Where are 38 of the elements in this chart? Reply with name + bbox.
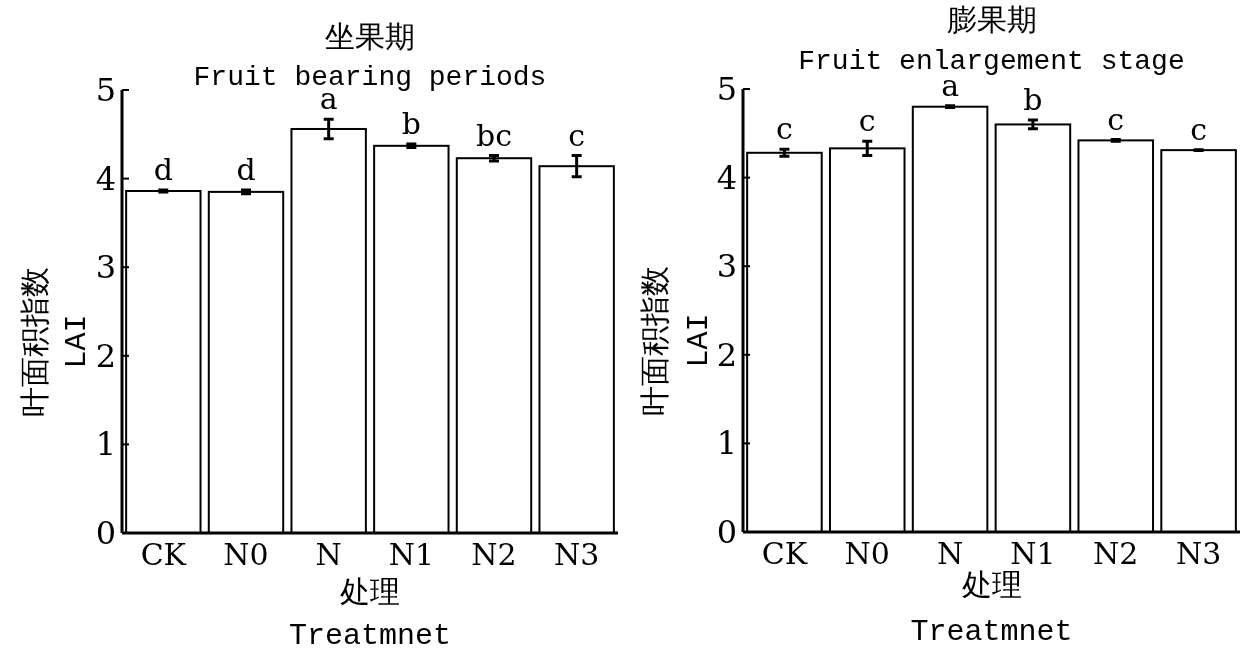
annotation: c	[1107, 101, 1125, 137]
annotation: b	[1023, 82, 1043, 118]
annotation: c	[568, 117, 586, 153]
annotation: b	[401, 106, 421, 142]
x-axis-title: 处理 Treatmnet	[288, 574, 452, 653]
chart-title: 坐果期	[325, 19, 415, 54]
y-tick-label: 3	[716, 247, 738, 286]
chart-title: 膨果期	[946, 2, 1037, 37]
annotation: d	[153, 152, 173, 188]
annotation: d	[236, 152, 256, 188]
y-tick-label: 0	[716, 513, 738, 551]
x-tick-label: N3	[1175, 536, 1222, 571]
y-tick-label: 1	[95, 425, 117, 464]
y-tick-label: 1	[716, 424, 738, 463]
annotation: bc	[475, 117, 513, 153]
y-tick-label: 0	[95, 514, 117, 552]
y-tick-label: 4	[716, 158, 738, 197]
y-axis-title: 叶面积指数 LAI	[637, 265, 716, 416]
y-tick-label: 4	[95, 159, 117, 198]
x-tick-label: N0	[844, 536, 890, 571]
y-tick-label: 2	[716, 335, 738, 374]
x-tick-label: N3	[553, 537, 600, 572]
x-tick-label: CK	[140, 537, 187, 572]
x-tick-label: N2	[471, 537, 517, 572]
y-tick-label: 5	[716, 70, 738, 108]
x-tick-label: N0	[223, 537, 269, 572]
y-tick-label: 2	[95, 336, 117, 375]
annotation: c	[776, 111, 793, 147]
y-axis-title: 叶面积指数 LAI	[17, 266, 94, 417]
annotation: c	[858, 103, 876, 139]
x-tick-label: N2	[1093, 536, 1139, 571]
y-tick-label: 5	[95, 71, 117, 109]
x-tick-label: N	[315, 537, 342, 572]
annotation: c	[1190, 111, 1207, 147]
chart-subtitle: Fruit enlargement stage	[798, 46, 1185, 77]
y-tick-label: 3	[95, 248, 117, 287]
x-tick-label: CK	[761, 536, 808, 571]
x-tick-label: N1	[388, 537, 435, 572]
